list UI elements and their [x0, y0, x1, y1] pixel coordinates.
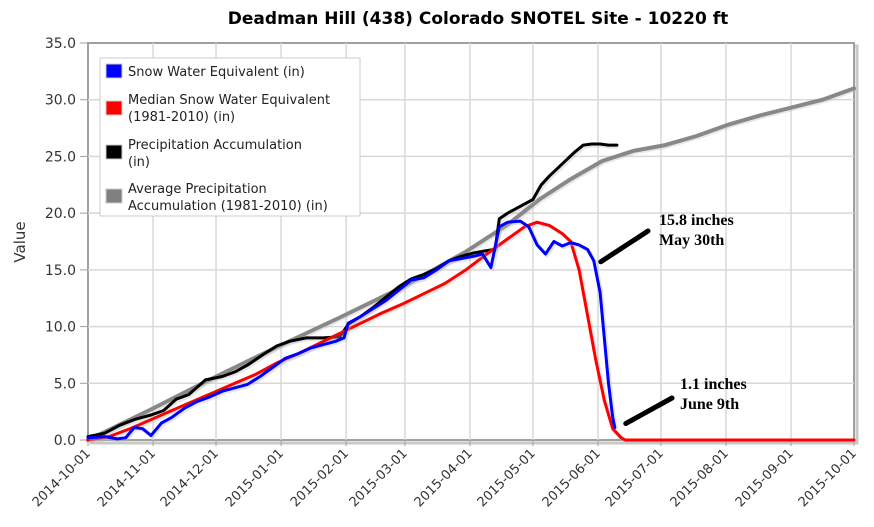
- x-tick-label: 2015-02-01: [288, 446, 352, 510]
- legend-label-line2: Accumulation (1981-2010) (in): [128, 199, 328, 214]
- annotation-peak-date: May 30th: [659, 232, 724, 249]
- x-tick-label: 2015-10-01: [796, 446, 860, 510]
- x-tick-label: 2015-07-01: [603, 446, 667, 510]
- annotation-pointer-line: [623, 395, 675, 427]
- x-tick-label: 2015-01-01: [223, 446, 287, 510]
- y-tick-label: 25.0: [45, 149, 76, 165]
- legend-label-line1: Precipitation Accumulation: [128, 138, 302, 153]
- series-layer: [86, 86, 857, 444]
- y-tick-label: 0.0: [54, 433, 76, 449]
- x-tick-label: 2014-10-01: [30, 446, 94, 510]
- y-tick-label: 20.0: [45, 206, 76, 222]
- y-tick-label: 30.0: [45, 93, 76, 109]
- legend-item-median-swe[interactable]: Median Snow Water Equivalent (1981-2010)…: [105, 93, 330, 125]
- legend-item-avg-precip[interactable]: Average Precipitation Accumulation (1981…: [105, 182, 328, 214]
- annotation-melt-value: 1.1 inches: [680, 376, 747, 393]
- legend-swatch-red: [105, 100, 123, 116]
- annotation-pointer-line: [598, 228, 651, 265]
- y-tick-label: 5.0: [54, 376, 76, 392]
- x-tick-label: 2015-06-01: [540, 446, 604, 510]
- x-tick-label: 2014-12-01: [158, 446, 222, 510]
- legend-item-precip[interactable]: Precipitation Accumulation (in): [105, 138, 302, 170]
- x-tick-label: 2015-08-01: [668, 446, 732, 510]
- legend-swatch-gray: [105, 188, 123, 204]
- swe-line: [86, 219, 617, 441]
- x-tick-label: 2015-03-01: [347, 446, 411, 510]
- precip-accum-line: [86, 142, 619, 439]
- legend-label-line2: (in): [128, 155, 150, 170]
- y-tick-label: 10.0: [45, 320, 76, 336]
- y-axis-ticks: 0.0 5.0 10.0 15.0 20.0 25.0 30.0 35.0: [45, 36, 88, 449]
- legend-label: Snow Water Equivalent (in): [128, 65, 305, 80]
- x-tick-label: 2015-05-01: [475, 446, 539, 510]
- legend-label-line1: Median Snow Water Equivalent: [128, 93, 330, 108]
- y-tick-label: 15.0: [45, 263, 76, 279]
- annotation-peak: 15.8 inches May 30th: [598, 212, 734, 265]
- annotation-peak-value: 15.8 inches: [659, 212, 734, 229]
- legend-box: [99, 57, 361, 217]
- y-axis-label: Value: [11, 221, 29, 262]
- y-tick-label: 35.0: [45, 36, 76, 52]
- legend-label-line2: (1981-2010) (in): [128, 110, 235, 125]
- x-tick-label: 2015-04-01: [412, 446, 476, 510]
- annotation-melt-date: June 9th: [680, 396, 739, 413]
- legend-swatch-blue: [105, 63, 123, 79]
- swe-line-shadow: [89, 220, 619, 443]
- x-tick-label: 2015-09-01: [733, 446, 797, 510]
- legend-swatch-black: [105, 144, 123, 160]
- chart-title: Deadman Hill (438) Colorado SNOTEL Site …: [228, 9, 728, 29]
- legend: Snow Water Equivalent (in) Median Snow W…: [99, 57, 361, 217]
- x-tick-label: 2014-11-01: [95, 446, 159, 510]
- median-swe-line: [86, 220, 856, 442]
- legend-label-line1: Average Precipitation: [128, 182, 267, 197]
- legend-item-swe[interactable]: Snow Water Equivalent (in): [105, 63, 305, 80]
- annotation-melt: 1.1 inches June 9th: [623, 376, 747, 427]
